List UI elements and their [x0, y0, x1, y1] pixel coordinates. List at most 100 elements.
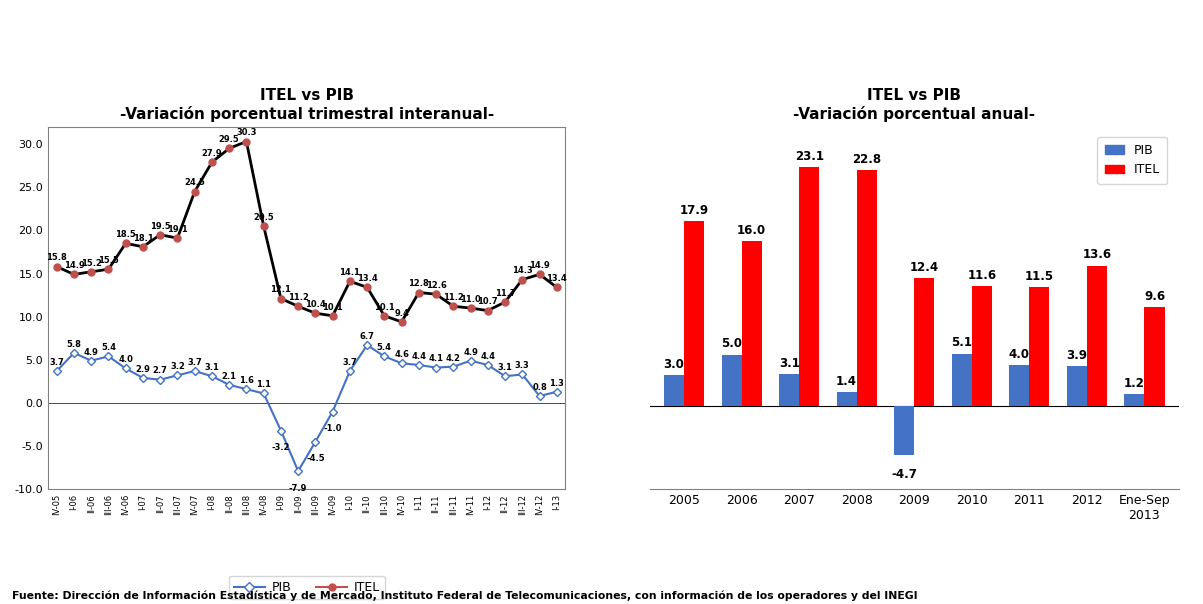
Text: 3.9: 3.9	[1066, 349, 1088, 362]
Bar	[1067, 366, 1086, 406]
Text: 27.9: 27.9	[202, 149, 223, 158]
Text: 3.7: 3.7	[343, 358, 357, 367]
Text: 19.1: 19.1	[167, 225, 188, 234]
Bar	[1125, 394, 1144, 406]
Text: 0.8: 0.8	[532, 383, 547, 392]
Bar	[722, 355, 742, 406]
Bar	[780, 374, 799, 406]
Text: 4.4: 4.4	[480, 352, 496, 361]
Text: 12.8: 12.8	[409, 279, 429, 288]
Text: 4.9: 4.9	[463, 347, 478, 356]
Text: 4.0: 4.0	[1009, 348, 1030, 361]
Text: 1.2: 1.2	[1124, 377, 1145, 390]
Text: -4.7: -4.7	[891, 467, 917, 481]
Text: 1.1: 1.1	[256, 381, 271, 390]
Text: 11.2: 11.2	[443, 293, 464, 302]
Text: 4.2: 4.2	[446, 353, 461, 362]
Text: 3.1: 3.1	[205, 363, 219, 372]
Text: 2.9: 2.9	[136, 365, 150, 374]
Legend: PIB, ITEL: PIB, ITEL	[229, 576, 385, 599]
Text: 1.6: 1.6	[239, 376, 254, 385]
Text: 3.3: 3.3	[515, 361, 529, 370]
Bar	[1030, 288, 1049, 406]
Text: 15.5: 15.5	[97, 256, 119, 265]
Text: 11.2: 11.2	[288, 293, 309, 302]
Text: 2.7: 2.7	[153, 367, 167, 376]
Bar	[664, 375, 685, 406]
Text: 4.1: 4.1	[428, 355, 444, 364]
Text: 12.1: 12.1	[271, 285, 291, 294]
Text: 13.4: 13.4	[357, 274, 378, 283]
Title: ITEL vs PIB
-Variación porcentual anual-: ITEL vs PIB -Variación porcentual anual-	[793, 88, 1036, 121]
Text: 19.5: 19.5	[150, 222, 171, 231]
Text: 10.1: 10.1	[374, 303, 395, 312]
Text: 11.6: 11.6	[967, 269, 996, 282]
Text: 3.7: 3.7	[49, 358, 64, 367]
Text: 3.1: 3.1	[498, 363, 512, 372]
Text: 1.4: 1.4	[836, 374, 858, 388]
Bar	[1086, 266, 1107, 406]
Text: 10.1: 10.1	[322, 303, 343, 312]
Text: 16.0: 16.0	[737, 223, 766, 237]
Text: Fuente: Dirección de Información Estadística y de Mercado, Instituto Federal de : Fuente: Dirección de Información Estadís…	[12, 591, 918, 601]
Bar	[972, 286, 992, 406]
Text: 5.1: 5.1	[952, 336, 972, 350]
Text: 5.4: 5.4	[101, 343, 115, 352]
Text: 5.4: 5.4	[377, 343, 392, 352]
Text: 1.3: 1.3	[550, 379, 564, 388]
Text: 12.4: 12.4	[909, 261, 938, 274]
Bar	[857, 170, 877, 406]
Bar	[1009, 365, 1030, 406]
Text: 30.3: 30.3	[236, 128, 256, 137]
Text: 5.0: 5.0	[721, 338, 742, 350]
Text: 12.6: 12.6	[426, 281, 446, 290]
Text: 9.6: 9.6	[1144, 290, 1165, 303]
Bar	[952, 353, 972, 406]
Title: ITEL vs PIB
-Variación porcentual trimestral interanual-: ITEL vs PIB -Variación porcentual trimes…	[119, 88, 494, 121]
Text: 3.0: 3.0	[664, 358, 685, 371]
Text: -1.0: -1.0	[324, 424, 342, 433]
Text: 4.4: 4.4	[411, 352, 426, 361]
Text: 29.5: 29.5	[219, 135, 239, 144]
Text: 6.7: 6.7	[360, 332, 374, 341]
Text: 11.0: 11.0	[461, 295, 481, 304]
Text: -4.5: -4.5	[306, 454, 325, 463]
Text: -7.9: -7.9	[289, 484, 307, 493]
Text: 17.9: 17.9	[680, 204, 709, 217]
Text: 4.0: 4.0	[118, 355, 134, 364]
Text: 5.8: 5.8	[66, 339, 82, 349]
Bar	[685, 221, 704, 406]
Text: 18.1: 18.1	[132, 234, 153, 243]
Text: 14.3: 14.3	[512, 266, 533, 275]
Text: 11.5: 11.5	[1025, 270, 1054, 283]
Bar	[914, 278, 935, 406]
Text: 10.7: 10.7	[478, 297, 498, 306]
Text: 22.8: 22.8	[852, 153, 882, 166]
Text: 3.7: 3.7	[188, 358, 202, 367]
Text: 3.2: 3.2	[170, 362, 185, 371]
Text: 11.7: 11.7	[494, 289, 515, 298]
Legend: PIB, ITEL: PIB, ITEL	[1097, 137, 1167, 184]
Text: 13.6: 13.6	[1083, 248, 1112, 262]
Text: 24.5: 24.5	[184, 178, 206, 187]
Text: 4.6: 4.6	[395, 350, 409, 359]
Text: 10.4: 10.4	[306, 300, 326, 309]
Text: 15.2: 15.2	[81, 259, 102, 268]
Bar	[742, 241, 761, 406]
Text: -3.2: -3.2	[272, 443, 290, 452]
Text: 14.9: 14.9	[64, 261, 84, 270]
Bar	[836, 392, 857, 406]
Bar	[799, 167, 819, 406]
Text: 9.4: 9.4	[395, 309, 409, 318]
Text: 4.9: 4.9	[84, 347, 99, 356]
Bar	[1144, 307, 1165, 406]
Text: 15.8: 15.8	[47, 254, 67, 263]
Text: 14.1: 14.1	[339, 268, 361, 277]
Text: 14.9: 14.9	[529, 261, 550, 270]
Text: 23.1: 23.1	[795, 150, 824, 163]
Text: 3.1: 3.1	[778, 357, 800, 370]
Text: 20.5: 20.5	[254, 213, 274, 222]
Text: 2.1: 2.1	[221, 371, 237, 381]
Bar	[894, 406, 914, 455]
Text: 18.5: 18.5	[115, 230, 136, 239]
